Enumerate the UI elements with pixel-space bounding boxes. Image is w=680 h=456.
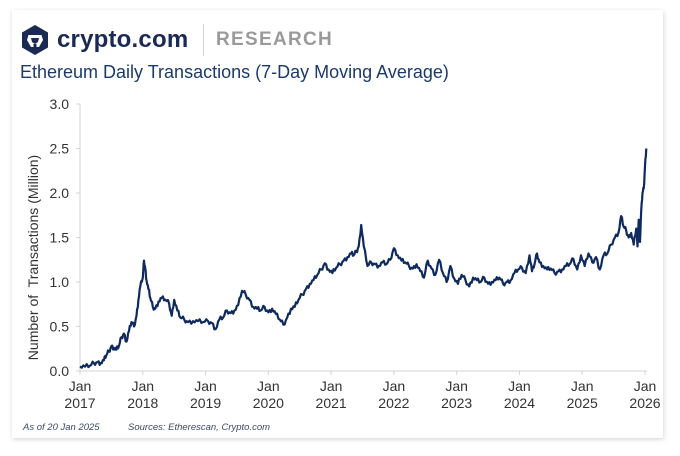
x-tick-label-month: Jan	[445, 378, 468, 394]
x-tick-label-month: Jan	[194, 378, 217, 394]
x-tick-label-month: Jan	[508, 378, 531, 394]
x-tick-label-month: Jan	[571, 378, 594, 394]
x-tick-label-year: 2018	[127, 395, 158, 411]
y-tick-label: 2.5	[50, 141, 70, 157]
series-group	[79, 148, 648, 369]
sources-note: Sources: Etherescan, Crypto.com	[128, 422, 271, 433]
x-tick-label-year: 2024	[504, 395, 535, 411]
x-tick-label-year: 2021	[316, 395, 347, 411]
x-tick-label-month: Jan	[69, 378, 92, 394]
y-tick-label: 1.5	[50, 230, 70, 246]
crypto-com-logo-icon	[22, 25, 48, 55]
brand-section-label: RESEARCH	[216, 29, 334, 50]
x-ticks: Jan2017Jan2018Jan2019Jan2020Jan2021Jan20…	[64, 371, 661, 411]
y-tick-label: 3.0	[50, 96, 70, 112]
x-tick-label-year: 2026	[629, 395, 660, 411]
brand-divider	[203, 24, 204, 56]
x-tick-label-year: 2022	[378, 395, 409, 411]
y-tick-label: 1.0	[50, 274, 70, 290]
x-tick-label-year: 2017	[64, 395, 95, 411]
x-tick-label-year: 2019	[190, 395, 221, 411]
x-tick-label-month: Jan	[634, 378, 657, 394]
brand-name: crypto.com	[57, 26, 189, 53]
x-tick-label-year: 2025	[567, 395, 598, 411]
as-of-note: As of 20 Jan 2025	[23, 422, 100, 433]
y-axis-label: Number of Transactions (Million)	[25, 155, 41, 360]
x-tick-label-month: Jan	[383, 378, 406, 394]
series-line	[79, 148, 648, 369]
y-tick-label: 0.0	[50, 363, 70, 379]
y-tick-label: 0.5	[50, 319, 70, 335]
x-tick-label-month: Jan	[257, 378, 280, 394]
y-tick-label: 2.0	[50, 185, 70, 201]
y-ticks: 0.0 0.5 1.0 1.5 2.0 2.5 3.0	[50, 96, 80, 379]
x-tick-label-year: 2020	[253, 395, 284, 411]
x-tick-label-year: 2023	[441, 395, 472, 411]
x-tick-label-month: Jan	[131, 378, 154, 394]
chart-title: Ethereum Daily Transactions (7-Day Movin…	[20, 62, 449, 82]
chart-card	[12, 10, 663, 438]
brand-header: crypto.com	[20, 23, 188, 57]
x-tick-label-month: Jan	[320, 378, 343, 394]
